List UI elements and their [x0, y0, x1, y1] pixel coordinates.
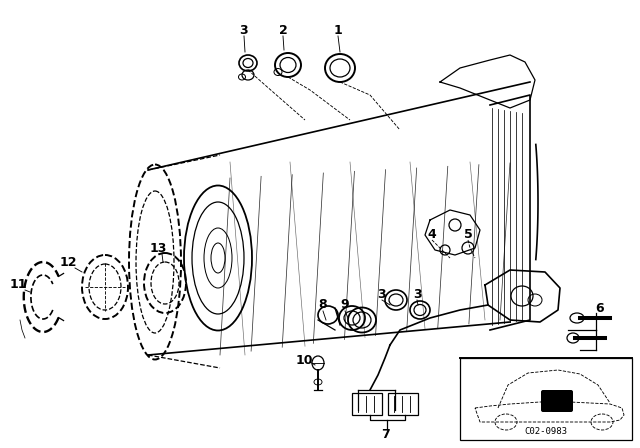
Text: 2: 2	[278, 23, 287, 36]
Text: 12: 12	[60, 255, 77, 268]
Text: 13: 13	[149, 241, 166, 254]
Bar	[388, 393, 418, 415]
Text: 11: 11	[9, 279, 27, 292]
Text: 9: 9	[340, 298, 349, 311]
Bar	[460, 358, 632, 440]
Text: 5: 5	[463, 228, 472, 241]
Text: 3: 3	[240, 23, 248, 36]
Text: 10: 10	[295, 353, 313, 366]
Text: 1: 1	[333, 23, 342, 36]
Text: 3: 3	[413, 289, 421, 302]
Text: C02-0983: C02-0983	[525, 427, 568, 436]
Text: 8: 8	[319, 298, 327, 311]
Text: 6: 6	[596, 302, 604, 314]
Text: 7: 7	[381, 427, 390, 440]
Text: 4: 4	[428, 228, 436, 241]
Text: 3: 3	[378, 289, 387, 302]
Bar	[352, 393, 382, 415]
FancyBboxPatch shape	[541, 390, 573, 412]
